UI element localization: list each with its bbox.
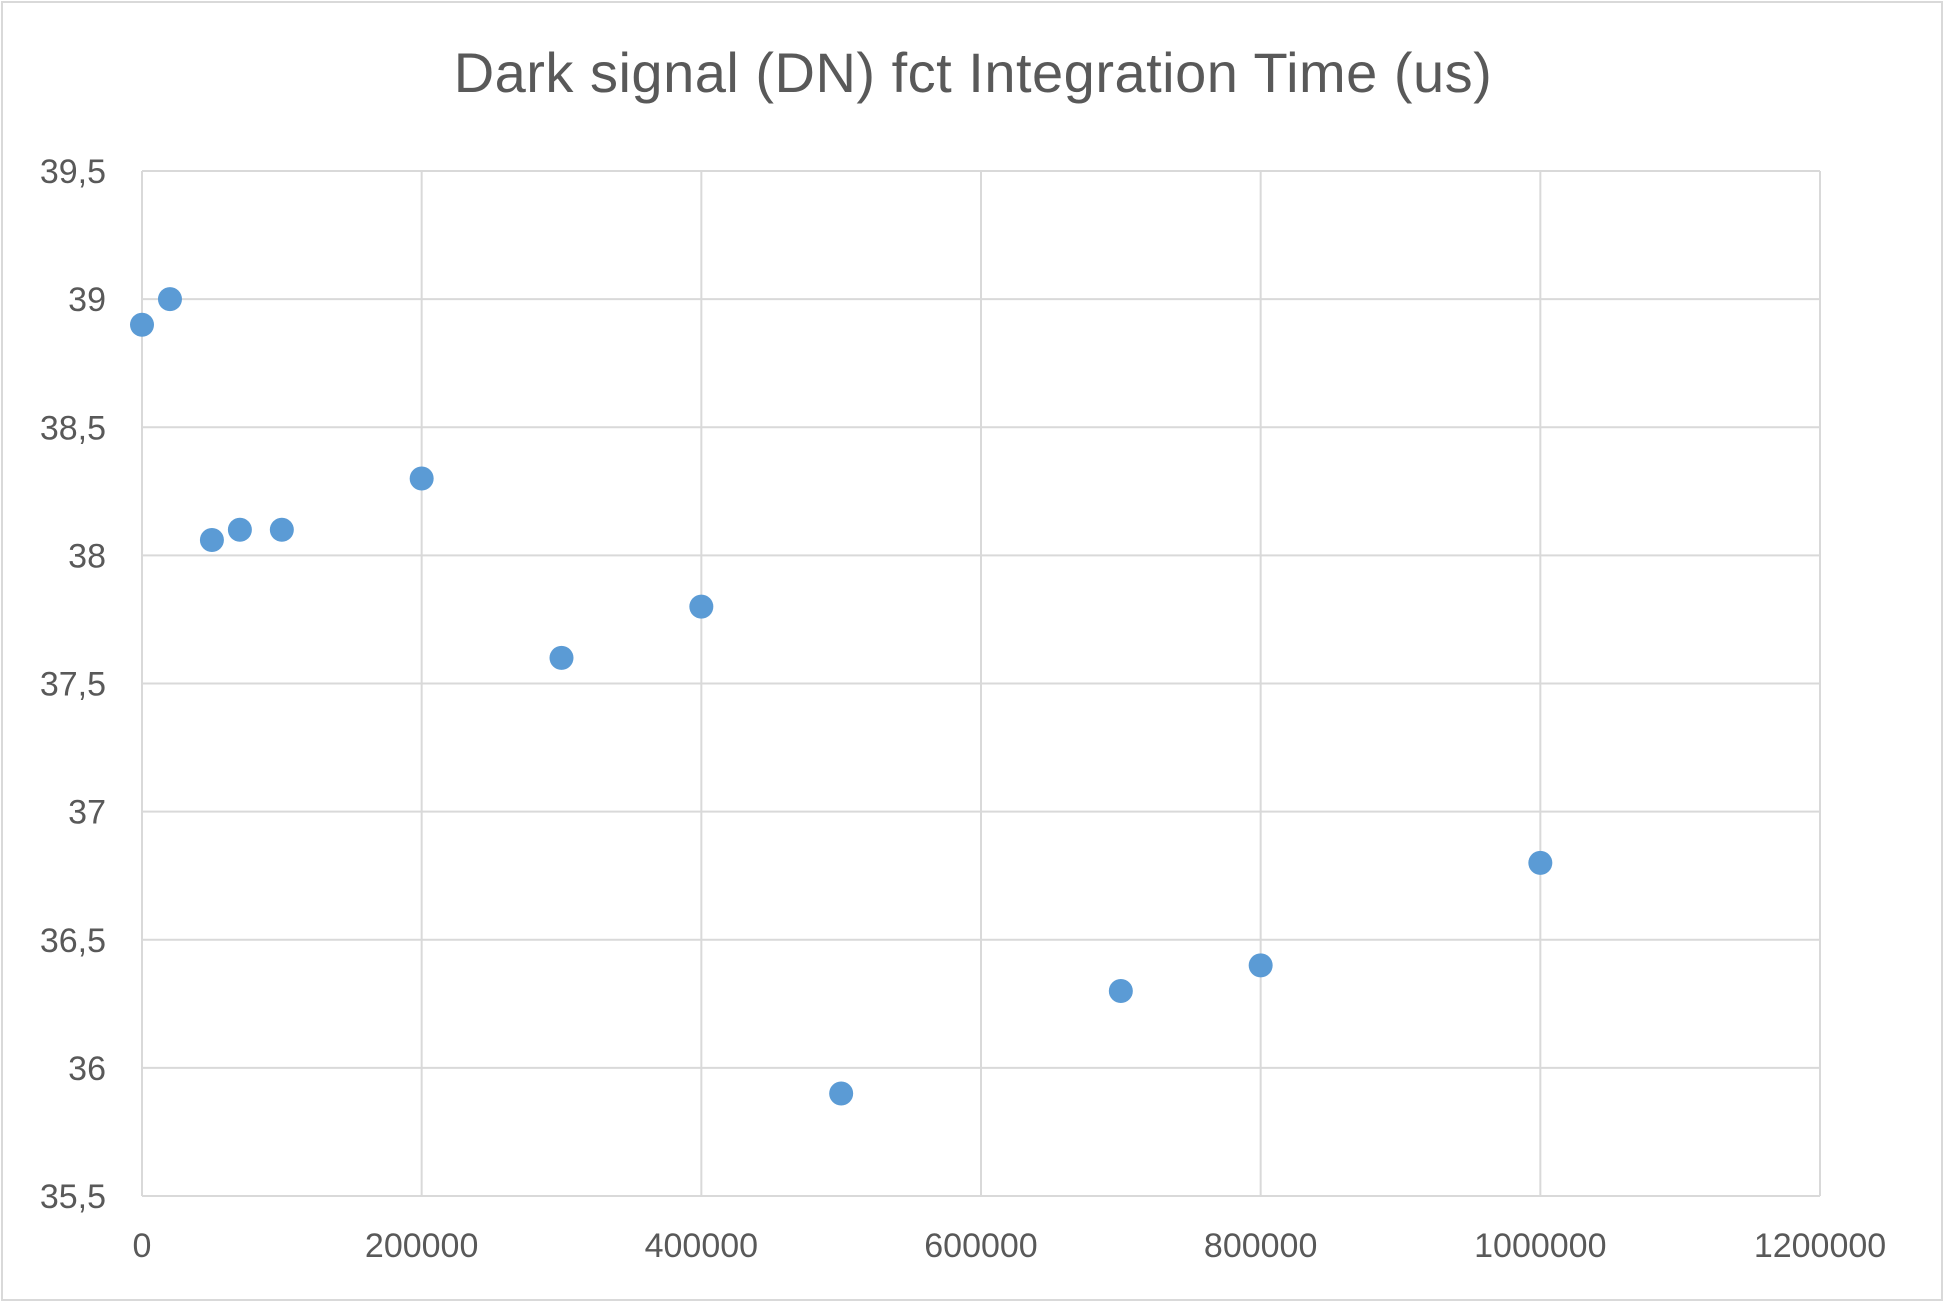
y-axis-tick-labels: 35,5 36 36,5 37 37,5 38 38,5 39 39,5	[40, 153, 106, 1216]
data-point	[549, 645, 574, 670]
x-tick-label: 1000000	[1474, 1227, 1606, 1265]
data-point	[689, 594, 714, 619]
x-tick-label: 1200000	[1754, 1227, 1886, 1265]
data-point	[1248, 953, 1273, 978]
x-tick-label: 0	[133, 1227, 152, 1265]
y-tick-label: 39	[68, 281, 106, 319]
y-tick-label: 36,5	[40, 922, 106, 960]
y-tick-label: 39,5	[40, 153, 106, 191]
data-point	[199, 528, 224, 552]
y-tick-label: 38	[68, 537, 106, 575]
chart-title: Dark signal (DN) fct Integration Time (u…	[453, 41, 1493, 104]
data-point	[269, 517, 294, 542]
y-tick-label: 37	[68, 794, 106, 832]
data-point	[130, 312, 154, 337]
y-tick-label: 37,5	[40, 666, 106, 704]
x-tick-label: 800000	[1204, 1227, 1317, 1265]
y-tick-label: 35,5	[40, 1178, 106, 1216]
x-axis-tick-labels: 0 200000 400000 600000 800000 1000000 1200000	[133, 1227, 1887, 1265]
x-tick-label: 200000	[365, 1227, 478, 1265]
y-tick-label: 36	[68, 1050, 106, 1088]
data-point	[1528, 850, 1553, 875]
data-points	[130, 287, 1553, 1106]
data-point	[829, 1081, 854, 1106]
data-point	[409, 466, 434, 491]
x-tick-label: 600000	[924, 1227, 1037, 1265]
y-tick-label: 38,5	[40, 409, 106, 447]
grid-layer	[141, 170, 1821, 1197]
data-point	[157, 287, 182, 312]
data-point	[1108, 979, 1133, 1003]
x-tick-label: 400000	[645, 1227, 758, 1265]
data-point	[227, 517, 252, 542]
